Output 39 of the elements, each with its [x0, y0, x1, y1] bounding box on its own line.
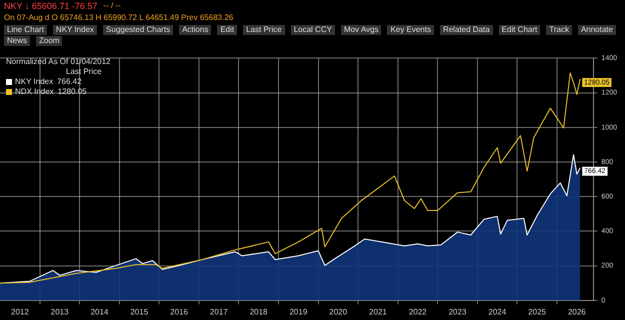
chart-title: Normalized As Of 01/04/2012	[6, 57, 111, 67]
legend-label: NDX Index	[15, 87, 54, 96]
text: NKY ↓ 65606.71 -76.57	[4, 1, 98, 11]
x-tick-label: 2012	[10, 307, 30, 316]
x-tick-label: 2022	[408, 307, 428, 316]
text: Line Chart	[4, 25, 47, 35]
x-tick-label: 2017	[210, 307, 228, 316]
x-tick-label: 2015	[130, 307, 149, 316]
text: Suggested Charts	[103, 25, 174, 35]
text: Zoom	[36, 36, 62, 46]
x-tick-label: 2025	[528, 307, 547, 316]
x-tick-label: 2018	[250, 307, 268, 316]
x-tick-label: 2013	[50, 307, 70, 316]
text: Last Price	[65, 67, 103, 77]
x-tick-label: 2024	[488, 307, 507, 316]
text: Actions	[179, 25, 212, 35]
text: News	[4, 36, 30, 46]
text: -- / --	[103, 1, 121, 11]
x-tick-label: 2023	[448, 307, 467, 316]
text: Local CCY	[290, 25, 335, 35]
x-tick-label: 2016	[170, 307, 188, 316]
x-tick-label: 2020	[329, 307, 348, 316]
x-tick-label: 2014	[90, 307, 109, 316]
text: NKY Index	[52, 25, 98, 35]
text: Edit Chart	[498, 25, 540, 35]
text: Last Price	[243, 25, 285, 35]
text: Key Events	[387, 25, 434, 35]
legend-label: NKY Index	[15, 77, 54, 86]
text: On 07-Aug d O 65746.13 H 65990.72 L 64651.49 Prev 65683.26	[4, 13, 234, 23]
x-tick-label: 2021	[369, 307, 388, 316]
text: Related Data	[440, 25, 493, 35]
text: 766.42	[57, 77, 82, 86]
text: Edit	[217, 25, 238, 35]
text: Mov Avgs	[340, 25, 382, 35]
text: Track	[546, 25, 572, 35]
x-tick-label: 2026	[568, 307, 586, 316]
x-tick-label: 2019	[289, 307, 308, 316]
text: 1280.05	[58, 87, 87, 96]
text: Annotate	[578, 25, 616, 35]
